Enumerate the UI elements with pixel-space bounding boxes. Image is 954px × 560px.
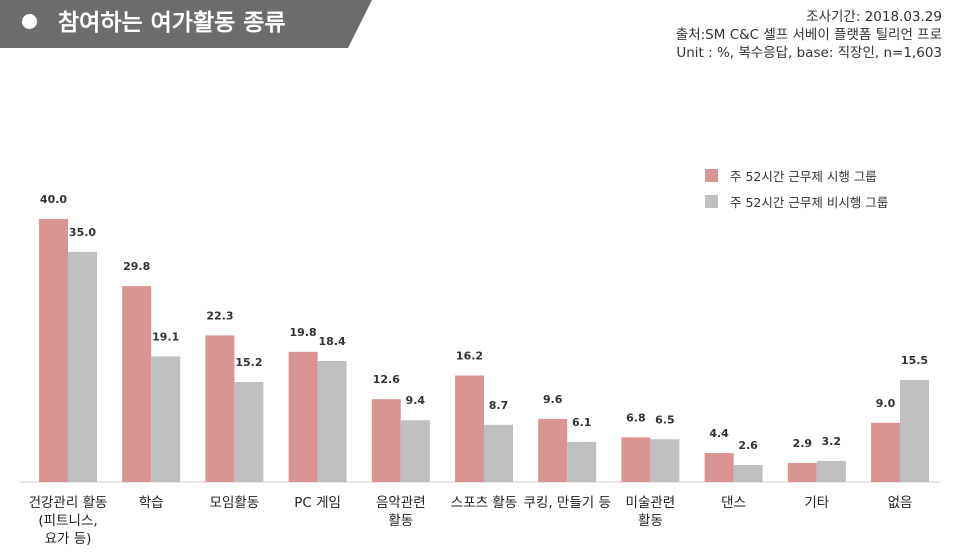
category-label-3: PC 게임 <box>294 495 341 511</box>
value-label-series-1-cat-5: 16.2 <box>456 349 483 362</box>
bar-series-1-cat-8 <box>704 453 734 482</box>
value-label-series-1-cat-8: 4.4 <box>709 427 729 440</box>
legend-label-series-1: 주 52시간 근무제 시행 그룹 <box>730 168 877 184</box>
bar-series-1-cat-6 <box>538 418 568 482</box>
category-label-9: 기타 <box>804 495 829 511</box>
value-label-series-2-cat-5: 8.7 <box>489 399 509 412</box>
category-label-4-line-1: 활동 <box>388 513 413 529</box>
legend-item-series-2: 주 52시간 근무제 비시행 그룹 <box>705 188 888 214</box>
category-label-7-line-1: 활동 <box>638 513 663 529</box>
legend-swatch-series-1 <box>705 168 718 182</box>
category-label-0-line-0: 건강관리 활동 <box>29 495 108 511</box>
unit-note: Unit : %, 복수응답, base: 직장인, n=1,603 <box>676 45 942 61</box>
bar-series-2-cat-3 <box>317 361 347 482</box>
value-label-series-1-cat-1: 29.8 <box>123 260 150 273</box>
bar-series-1-cat-9 <box>787 462 817 482</box>
category-label-5: 스포츠 활동 <box>451 495 517 511</box>
bar-series-1-cat-4 <box>371 399 401 482</box>
category-label-0-line-1: (피트니스, <box>38 513 97 529</box>
value-label-series-2-cat-10: 15.5 <box>901 354 928 367</box>
bar-series-1-cat-3 <box>288 351 318 482</box>
bar-series-2-cat-1 <box>151 356 181 482</box>
title-banner-shape <box>0 0 372 48</box>
category-label-6: 쿠킹, 만들기 등 <box>523 495 610 511</box>
category-label-7-line-0: 미술관련 <box>626 495 676 511</box>
value-label-series-2-cat-6: 6.1 <box>572 416 592 429</box>
category-label-2: 모임활동 <box>210 495 260 511</box>
value-label-series-2-cat-7: 6.5 <box>655 413 675 426</box>
bar-series-1-cat-1 <box>122 286 152 482</box>
value-label-series-2-cat-1: 19.1 <box>152 330 179 343</box>
value-label-series-2-cat-3: 18.4 <box>319 335 346 348</box>
category-label-1: 학습 <box>139 495 164 511</box>
value-label-series-2-cat-2: 15.2 <box>235 356 262 369</box>
legend-item-series-1: 주 52시간 근무제 시행 그룹 <box>705 162 888 188</box>
bar-series-2-cat-7 <box>650 439 680 482</box>
value-label-series-1-cat-6: 9.6 <box>543 393 563 406</box>
value-label-series-1-cat-10: 9.0 <box>876 397 896 410</box>
bar-series-1-cat-0 <box>39 219 68 482</box>
bar-series-2-cat-4 <box>400 420 430 482</box>
survey-period: 조사기간: 2018.03.29 <box>806 9 942 25</box>
source-note: 출처:SM C&C 셀프 서베이 플랫폼 틸리언 프로 <box>675 27 942 43</box>
bar-series-2-cat-8 <box>733 464 763 482</box>
bar-series-2-cat-9 <box>816 460 846 482</box>
category-label-8: 댄스 <box>721 495 746 511</box>
value-label-series-1-cat-9: 2.9 <box>793 437 813 450</box>
value-label-series-2-cat-8: 2.6 <box>738 439 758 452</box>
bar-series-2-cat-2 <box>234 382 264 482</box>
value-label-series-1-cat-3: 19.8 <box>290 326 317 339</box>
chart-title: 참여하는 여가활동 종류 <box>58 10 286 36</box>
value-label-series-2-cat-0: 35.0 <box>69 226 96 239</box>
bar-series-2-cat-6 <box>567 441 597 482</box>
title-bar: 참여하는 여가활동 종류 <box>0 0 372 48</box>
category-label-4-line-0: 음악관련 <box>376 495 426 511</box>
value-label-series-1-cat-2: 22.3 <box>206 309 233 322</box>
meta-info: 조사기간: 2018.03.29 출처:SM C&C 셀프 서베이 플랫폼 틸리… <box>676 8 942 62</box>
bar-series-2-cat-10 <box>900 380 929 482</box>
bar-series-2-cat-0 <box>68 251 97 482</box>
category-label-10: 없음 <box>888 495 913 511</box>
category-label-0-line-2: 요가 등) <box>45 531 92 547</box>
bar-series-1-cat-5 <box>455 375 484 482</box>
legend-label-series-2: 주 52시간 근무제 비시행 그룹 <box>730 194 889 210</box>
value-label-series-1-cat-0: 40.0 <box>40 193 67 206</box>
value-label-series-1-cat-7: 6.8 <box>626 411 646 424</box>
value-label-series-1-cat-4: 12.6 <box>373 373 400 386</box>
value-label-series-2-cat-4: 9.4 <box>406 394 426 407</box>
legend-swatch-series-2 <box>705 194 718 208</box>
bar-series-1-cat-7 <box>621 437 651 482</box>
bar-series-1-cat-10 <box>871 422 900 482</box>
value-label-series-2-cat-9: 3.2 <box>822 435 842 448</box>
bar-series-1-cat-2 <box>205 335 235 482</box>
chart-legend: 주 52시간 근무제 시행 그룹 주 52시간 근무제 비시행 그룹 <box>705 162 888 214</box>
bar-series-2-cat-5 <box>484 424 513 482</box>
bullet-icon <box>22 14 37 29</box>
